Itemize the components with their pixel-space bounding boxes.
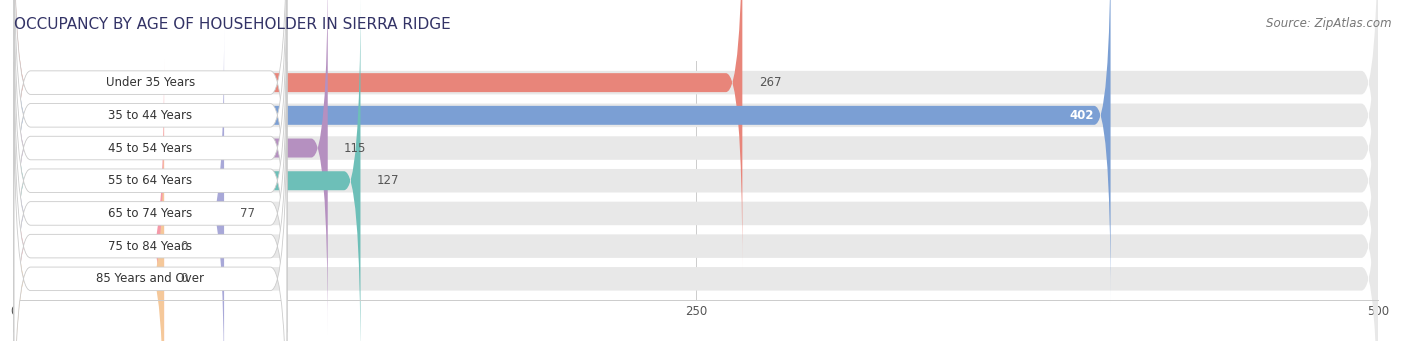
FancyBboxPatch shape <box>14 94 287 341</box>
FancyBboxPatch shape <box>14 0 1378 341</box>
FancyBboxPatch shape <box>14 62 287 341</box>
FancyBboxPatch shape <box>14 0 1378 332</box>
FancyBboxPatch shape <box>14 0 287 332</box>
FancyBboxPatch shape <box>14 0 287 300</box>
FancyBboxPatch shape <box>14 0 742 269</box>
Text: 45 to 54 Years: 45 to 54 Years <box>108 142 193 154</box>
Text: 75 to 84 Years: 75 to 84 Years <box>108 240 193 253</box>
FancyBboxPatch shape <box>14 92 165 341</box>
Text: Under 35 Years: Under 35 Years <box>105 76 195 89</box>
FancyBboxPatch shape <box>14 27 224 341</box>
Text: 402: 402 <box>1070 109 1094 122</box>
FancyBboxPatch shape <box>14 0 360 341</box>
Text: 0: 0 <box>180 240 188 253</box>
Text: 127: 127 <box>377 174 399 187</box>
FancyBboxPatch shape <box>14 29 287 341</box>
FancyBboxPatch shape <box>14 0 328 335</box>
FancyBboxPatch shape <box>14 0 287 267</box>
FancyBboxPatch shape <box>14 29 1378 341</box>
Text: 115: 115 <box>344 142 367 154</box>
Text: 85 Years and Over: 85 Years and Over <box>97 272 204 285</box>
FancyBboxPatch shape <box>14 0 287 341</box>
Text: 35 to 44 Years: 35 to 44 Years <box>108 109 193 122</box>
Text: 65 to 74 Years: 65 to 74 Years <box>108 207 193 220</box>
FancyBboxPatch shape <box>14 0 1111 302</box>
Text: 0: 0 <box>180 272 188 285</box>
FancyBboxPatch shape <box>14 62 1378 341</box>
Text: 267: 267 <box>759 76 782 89</box>
Text: Source: ZipAtlas.com: Source: ZipAtlas.com <box>1267 17 1392 30</box>
FancyBboxPatch shape <box>14 0 1378 267</box>
Text: 55 to 64 Years: 55 to 64 Years <box>108 174 193 187</box>
FancyBboxPatch shape <box>14 59 165 341</box>
FancyBboxPatch shape <box>14 0 1378 300</box>
Text: OCCUPANCY BY AGE OF HOUSEHOLDER IN SIERRA RIDGE: OCCUPANCY BY AGE OF HOUSEHOLDER IN SIERR… <box>14 17 451 32</box>
FancyBboxPatch shape <box>14 94 1378 341</box>
Text: 77: 77 <box>240 207 256 220</box>
